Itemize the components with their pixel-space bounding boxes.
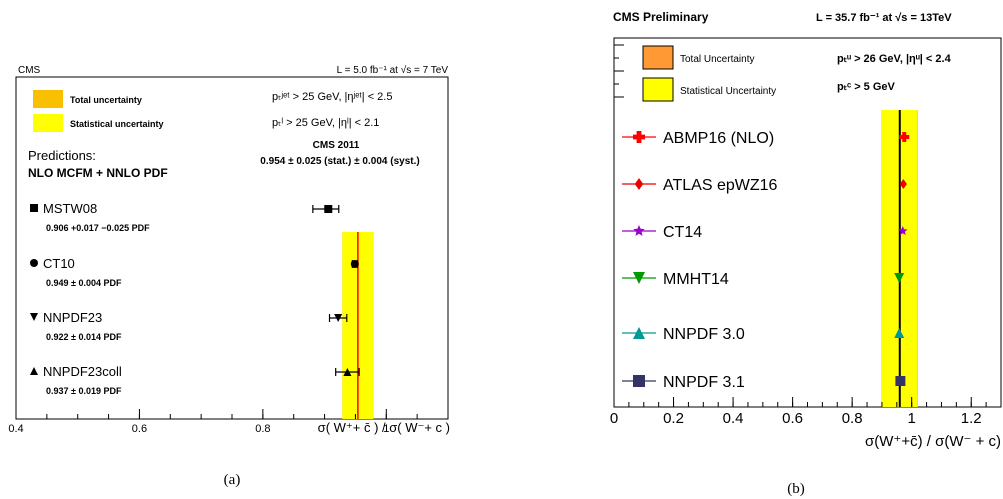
data-point bbox=[324, 205, 333, 213]
measurement-value-a: 0.954 ± 0.025 (stat.) ± 0.004 (syst.) bbox=[260, 156, 419, 167]
prediction-value: 0.922 ± 0.014 PDF bbox=[46, 332, 122, 342]
legend-stat-label-b: Statistical Uncertainty bbox=[680, 86, 776, 97]
legend-stat-swatch-b bbox=[642, 77, 674, 102]
legend-stat-swatch bbox=[33, 114, 63, 132]
x-axis-title-a: σ( W⁺+ c̄ ) / σ( W⁻+ c ) bbox=[318, 420, 450, 435]
legend-total-label-b: Total Uncertainty bbox=[680, 54, 754, 65]
data-point bbox=[895, 376, 906, 386]
x-tick-label: 0.6 bbox=[782, 410, 803, 427]
square-icon bbox=[633, 375, 645, 387]
prediction-value: 0.906 +0.017 −0.025 PDF bbox=[46, 223, 150, 233]
x-tick-label: 0.8 bbox=[255, 423, 270, 435]
prediction-nnpdf23coll: NNPDF23coll 0.937 ± 0.019 PDF bbox=[30, 364, 360, 396]
header-right-b: L = 35.7 fb⁻¹ at √s = 13TeV bbox=[816, 12, 952, 24]
prediction-label: MMHT14 bbox=[663, 271, 729, 288]
prediction-label: CT14 bbox=[663, 224, 702, 241]
triangle-up-icon bbox=[30, 367, 38, 375]
legend-total-swatch bbox=[33, 90, 63, 108]
data-point bbox=[899, 132, 910, 142]
x-tick-label: 0.6 bbox=[132, 423, 147, 435]
triangle-down-icon bbox=[633, 272, 645, 284]
x-tick-label: 0.4 bbox=[723, 410, 744, 427]
prediction-atlas-epwz16: ATLAS epWZ16 bbox=[622, 177, 907, 194]
prediction-mmht14: MMHT14 bbox=[622, 271, 905, 288]
prediction-label: ATLAS epWZ16 bbox=[663, 177, 778, 194]
legend-total-label: Total uncertainty bbox=[70, 95, 142, 105]
figure-label-b: (b) bbox=[787, 481, 805, 497]
prediction-nnpdf-3-1: NNPDF 3.1 bbox=[622, 374, 906, 391]
x-tick-label: 1 bbox=[908, 410, 916, 427]
plot-frame-b bbox=[613, 37, 1002, 408]
cut-muon-b: pₜᵘ > 26 GeV, |ηᵘ| < 2.4 bbox=[837, 53, 952, 65]
data-point bbox=[350, 260, 359, 268]
diamond-icon bbox=[634, 178, 644, 190]
prediction-label: NNPDF 3.0 bbox=[663, 326, 745, 343]
series-a: MSTW08 0.906 +0.017 −0.025 PDF CT10 0.949 ±… bbox=[30, 201, 360, 396]
header-left-a: CMS bbox=[18, 65, 41, 76]
chart-b: CMS Preliminary L = 35.7 fb⁻¹ at √s = 13… bbox=[610, 10, 1002, 497]
star-icon bbox=[633, 225, 645, 236]
header-left-b: CMS Preliminary bbox=[613, 10, 709, 24]
figure-label-a: (a) bbox=[224, 472, 241, 488]
prediction-label: CT10 bbox=[43, 256, 75, 271]
square-icon bbox=[30, 204, 38, 212]
x-tick-label: 0 bbox=[610, 410, 618, 427]
x-axis-title-b: σ(W⁺+c̄) / σ(W⁻ + c) bbox=[865, 433, 1001, 450]
cross-icon bbox=[633, 131, 645, 144]
x-tick-label: 0.2 bbox=[663, 410, 684, 427]
triangle-down-icon bbox=[30, 313, 38, 321]
header-right-a: L = 5.0 fb⁻¹ at √s = 7 TeV bbox=[337, 64, 449, 76]
chart-a: CMS L = 5.0 fb⁻¹ at √s = 7 TeV Total unc… bbox=[8, 64, 450, 488]
triangle-up-icon bbox=[633, 327, 645, 339]
legend-total-swatch-b bbox=[642, 45, 674, 70]
data-point bbox=[898, 226, 908, 235]
series-b: ABMP16 (NLO) ATLAS epWZ16 CT14 MMHT14 NNPDF … bbox=[622, 130, 910, 391]
data-point bbox=[899, 179, 907, 189]
prediction-label: MSTW08 bbox=[43, 201, 97, 216]
prediction-value: 0.949 ± 0.004 PDF bbox=[46, 278, 122, 288]
prediction-value: 0.937 ± 0.019 PDF bbox=[46, 386, 122, 396]
cut-charm-b: pₜᶜ > 5 GeV bbox=[837, 81, 896, 93]
prediction-nnpdf-3-0: NNPDF 3.0 bbox=[622, 326, 905, 343]
data-point bbox=[343, 368, 352, 376]
prediction-mstw08: MSTW08 0.906 +0.017 −0.025 PDF bbox=[30, 201, 340, 233]
prediction-abmp16-nlo-: ABMP16 (NLO) bbox=[622, 130, 910, 147]
data-point bbox=[894, 328, 905, 338]
x-axis-b: 0 0.2 0.4 0.6 0.8 1 1.2 bbox=[610, 44, 987, 427]
predictions-title: Predictions: bbox=[28, 148, 96, 163]
prediction-label: NNPDF23 bbox=[43, 310, 102, 325]
circle-icon bbox=[30, 259, 38, 267]
uncertainty-band-b bbox=[881, 110, 918, 407]
uncertainty-band-a bbox=[342, 232, 374, 419]
cut-jet-a: pₜʲᵉᵗ > 25 GeV, |ηʲᵉᵗ| < 2.5 bbox=[272, 91, 392, 103]
prediction-label: NNPDF 3.1 bbox=[663, 374, 745, 391]
data-point bbox=[334, 314, 343, 322]
x-tick-label: 1.2 bbox=[961, 410, 982, 427]
prediction-nnpdf23: NNPDF23 0.922 ± 0.014 PDF bbox=[30, 310, 348, 342]
legend-stat-label: Statistical uncertainty bbox=[70, 119, 164, 129]
x-tick-label: 0.8 bbox=[842, 410, 863, 427]
cut-lepton-a: pₜˡ > 25 GeV, |ηˡ| < 2.1 bbox=[272, 117, 379, 129]
prediction-label: ABMP16 (NLO) bbox=[663, 130, 774, 147]
x-tick-label: 1 bbox=[383, 423, 389, 435]
measurement-title-a: CMS 2011 bbox=[313, 140, 360, 151]
predictions-subtitle: NLO MCFM + NNLO PDF bbox=[28, 166, 168, 180]
prediction-ct10: CT10 0.949 ± 0.004 PDF bbox=[30, 256, 359, 288]
x-axis-a: 0.4 0.6 0.8 1 bbox=[8, 409, 418, 435]
plot-frame-a bbox=[15, 76, 449, 420]
prediction-label: NNPDF23coll bbox=[43, 364, 122, 379]
data-point bbox=[894, 273, 905, 283]
prediction-ct14: CT14 bbox=[622, 224, 908, 241]
x-tick-label: 0.4 bbox=[8, 423, 23, 435]
